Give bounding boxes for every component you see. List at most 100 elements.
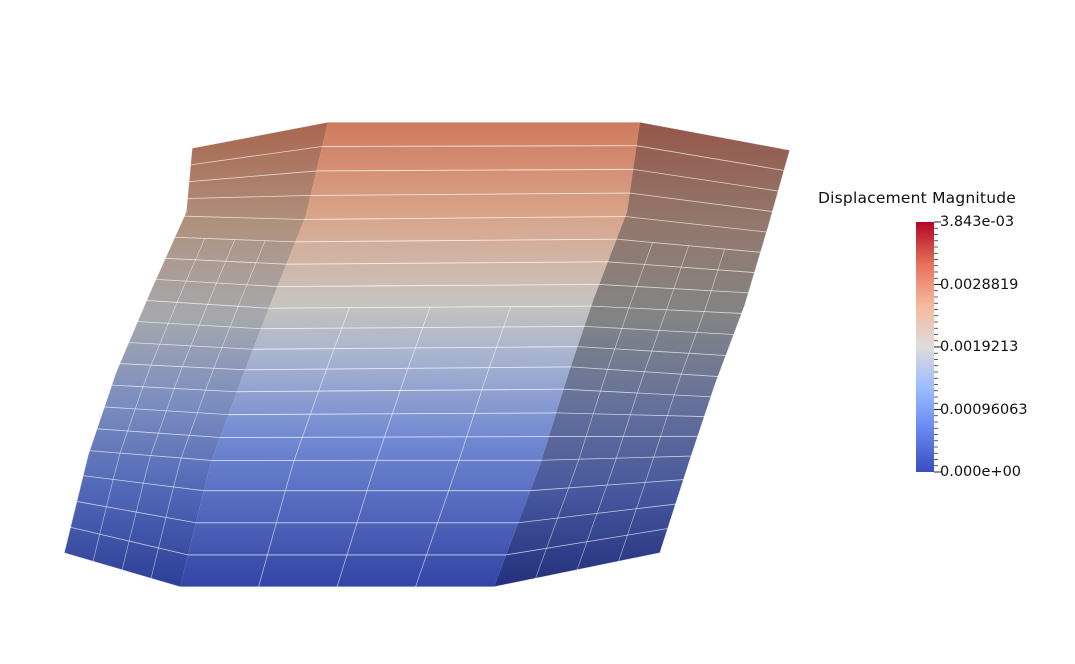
mesh-surface[interactable] xyxy=(63,121,791,588)
mesh-edge xyxy=(546,517,558,549)
mesh-edge xyxy=(473,389,483,414)
mesh-outline xyxy=(63,121,791,588)
mesh-edge xyxy=(184,215,305,220)
mesh-edge xyxy=(645,456,655,483)
mesh-edge xyxy=(225,239,236,262)
mesh-edge xyxy=(229,306,239,328)
mesh-edge xyxy=(295,238,617,243)
mesh-edge xyxy=(658,309,667,331)
mesh-edge xyxy=(277,283,600,288)
mesh-edge xyxy=(636,145,785,171)
mesh-edge xyxy=(653,436,661,458)
mesh-edge xyxy=(496,326,504,348)
colorbar-label: 0.00096063 xyxy=(940,401,1028,418)
mesh-edge xyxy=(284,460,295,491)
mesh-edge xyxy=(333,328,343,349)
mesh-edge xyxy=(585,413,594,437)
mesh-edge xyxy=(535,548,547,579)
mesh-edge xyxy=(135,483,144,513)
mesh-edge xyxy=(267,522,277,556)
mesh-edge xyxy=(616,436,624,459)
mesh-edge xyxy=(696,311,705,333)
mesh-edge xyxy=(414,327,424,349)
mesh-edge xyxy=(586,513,598,542)
mesh-edge xyxy=(644,350,653,372)
mesh-edge xyxy=(636,264,645,287)
mesh-edge xyxy=(710,269,719,291)
mesh-edge xyxy=(667,394,675,416)
mesh-edge xyxy=(680,245,689,268)
mesh-edge xyxy=(127,408,136,432)
mesh-edge xyxy=(176,281,187,303)
mesh-edge xyxy=(142,365,152,387)
mesh-edge xyxy=(216,261,227,284)
mesh-edge xyxy=(173,366,183,389)
mesh-edge xyxy=(168,302,178,324)
mesh-edge xyxy=(310,192,630,196)
mesh-edge xyxy=(207,282,217,305)
mesh-edge xyxy=(99,506,107,535)
mesh-edge xyxy=(322,145,637,147)
mesh-edge xyxy=(197,389,206,413)
mesh-edge xyxy=(318,368,327,392)
mesh-edge xyxy=(304,216,626,220)
colorbar-label: 3.843e-03 xyxy=(940,214,1015,230)
mesh-edge xyxy=(158,410,167,434)
mesh-edge xyxy=(159,323,169,345)
mesh-edge xyxy=(106,479,114,507)
mesh-edge xyxy=(458,436,468,461)
mesh-edge xyxy=(688,332,697,354)
mesh-edge xyxy=(627,508,637,536)
mesh-edge xyxy=(592,391,601,414)
mesh-edge xyxy=(166,388,175,411)
colorbar-label: 0.0028819 xyxy=(940,276,1019,293)
mesh-edge xyxy=(636,371,645,394)
mesh-edge xyxy=(606,458,617,486)
mesh-edge xyxy=(185,259,196,282)
mesh-edge xyxy=(422,307,431,328)
mesh-face-right xyxy=(494,122,790,587)
mesh-edge xyxy=(666,288,675,310)
colorbar-label: 0.000e+00 xyxy=(940,464,1022,480)
mesh-edge xyxy=(258,554,268,588)
mesh-edge xyxy=(119,430,128,454)
mesh-edge xyxy=(356,490,368,523)
mesh-edge xyxy=(578,436,587,460)
mesh-edge xyxy=(121,540,130,571)
mesh-edge xyxy=(190,146,323,166)
mesh-edge xyxy=(255,240,266,263)
mesh-edge xyxy=(488,347,497,368)
mesh-edge xyxy=(286,261,608,265)
mesh-edge xyxy=(596,485,608,514)
mesh-edge xyxy=(673,374,682,396)
mesh-edge xyxy=(636,482,646,509)
mesh-edge xyxy=(618,535,628,562)
colorbar-gradient xyxy=(916,222,934,472)
mesh-edge xyxy=(384,413,393,438)
mesh-edge xyxy=(316,168,634,172)
mesh-edge xyxy=(182,345,192,367)
mesh-edge xyxy=(173,457,182,488)
mesh-edge xyxy=(628,286,637,309)
mesh-edge xyxy=(623,414,631,437)
mesh-edge xyxy=(466,413,475,437)
mesh-edge xyxy=(399,368,409,391)
mesh-edge xyxy=(391,390,401,414)
mesh-edge xyxy=(448,460,460,491)
mesh-edge xyxy=(673,267,682,289)
mesh-edge xyxy=(134,386,144,409)
mesh-edge xyxy=(630,392,638,415)
colorbar-ticks xyxy=(934,221,941,473)
mesh-edge xyxy=(644,242,653,265)
mesh-edge xyxy=(205,368,215,391)
mesh-edge xyxy=(310,390,319,415)
mesh-edge xyxy=(158,517,167,549)
colorbar-label: 0.0019213 xyxy=(940,339,1019,355)
mesh-edge xyxy=(503,306,512,328)
mesh-edge xyxy=(415,554,427,588)
mesh-edge xyxy=(407,347,416,369)
mesh-edge xyxy=(180,435,190,459)
colorbar[interactable] xyxy=(916,221,941,473)
mesh-edge xyxy=(607,348,616,370)
